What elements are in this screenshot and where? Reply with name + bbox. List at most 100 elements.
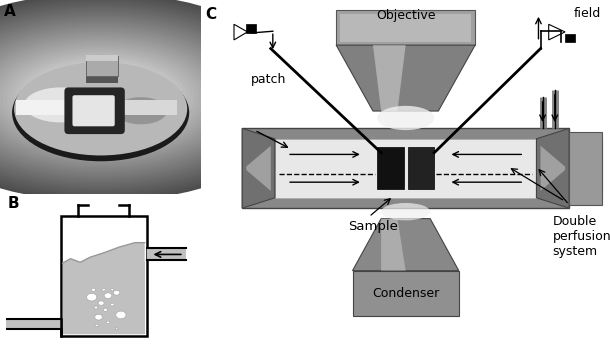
Bar [565,34,575,42]
Bar [85,56,118,76]
Text: Double
perfusion
system: Double perfusion system [553,215,610,258]
Circle shape [95,314,102,320]
Ellipse shape [0,17,260,177]
Ellipse shape [41,71,160,124]
Ellipse shape [0,3,288,191]
Circle shape [110,303,114,306]
Ellipse shape [18,59,183,136]
Ellipse shape [38,69,163,126]
Circle shape [111,289,114,291]
Bar [407,147,434,189]
Bar [85,76,118,83]
Polygon shape [540,146,565,191]
Circle shape [102,288,106,291]
Bar [246,24,256,33]
Ellipse shape [0,0,295,195]
Ellipse shape [381,203,430,220]
Bar [61,216,146,336]
Ellipse shape [2,50,199,144]
Circle shape [87,293,97,301]
Ellipse shape [0,26,245,169]
Text: field: field [573,7,600,20]
Circle shape [106,321,110,324]
Bar [569,139,602,198]
Ellipse shape [0,7,280,187]
Ellipse shape [30,65,171,130]
Bar [63,262,145,334]
Polygon shape [381,219,406,271]
Bar [2,319,61,329]
Ellipse shape [45,73,156,121]
Text: Sample: Sample [348,220,398,233]
Circle shape [95,324,98,327]
Ellipse shape [0,19,257,175]
Ellipse shape [377,106,434,130]
Ellipse shape [0,0,300,197]
Ellipse shape [0,9,276,185]
Bar [275,139,536,198]
Ellipse shape [0,11,272,183]
Circle shape [104,293,112,298]
Circle shape [98,301,104,305]
Ellipse shape [0,38,222,156]
Polygon shape [353,219,459,271]
Bar [242,128,569,208]
Bar [340,14,471,42]
Ellipse shape [0,46,206,148]
Bar [146,248,185,260]
Polygon shape [373,45,406,111]
Polygon shape [336,45,475,111]
Circle shape [92,288,96,291]
PathPatch shape [63,243,145,334]
Ellipse shape [14,62,187,155]
Ellipse shape [0,13,268,181]
Circle shape [94,306,98,309]
Ellipse shape [0,36,226,159]
Ellipse shape [0,32,234,162]
Bar [63,240,101,262]
Circle shape [116,311,126,319]
Polygon shape [246,146,271,191]
FancyBboxPatch shape [65,87,125,134]
Text: A: A [4,4,16,19]
Ellipse shape [34,67,168,128]
Ellipse shape [0,0,307,202]
Ellipse shape [0,44,210,150]
Ellipse shape [22,60,179,134]
Ellipse shape [7,52,195,142]
Ellipse shape [0,30,237,164]
Circle shape [103,308,107,311]
Ellipse shape [0,42,214,152]
Ellipse shape [0,15,264,179]
Ellipse shape [0,22,253,173]
Ellipse shape [0,34,229,161]
Ellipse shape [26,62,175,132]
Ellipse shape [0,24,249,171]
Ellipse shape [0,28,241,167]
Bar [377,147,404,189]
Ellipse shape [0,48,203,146]
Ellipse shape [0,0,303,200]
Text: C: C [206,7,217,22]
Ellipse shape [0,5,284,189]
Polygon shape [353,271,459,316]
Polygon shape [569,132,602,205]
Text: patch: patch [251,73,287,86]
Polygon shape [242,128,275,208]
Bar [85,56,118,61]
Circle shape [115,327,118,329]
Text: B: B [8,196,20,211]
Polygon shape [336,10,475,45]
Ellipse shape [0,40,218,154]
FancyBboxPatch shape [73,95,115,126]
Bar [16,100,76,115]
Circle shape [113,290,120,295]
Ellipse shape [115,97,167,124]
Ellipse shape [10,54,191,140]
Ellipse shape [12,64,189,161]
Text: Condenser: Condenser [372,287,439,300]
Ellipse shape [0,1,292,193]
Text: Objective: Objective [376,9,436,22]
Ellipse shape [24,87,96,122]
Bar [121,100,177,115]
